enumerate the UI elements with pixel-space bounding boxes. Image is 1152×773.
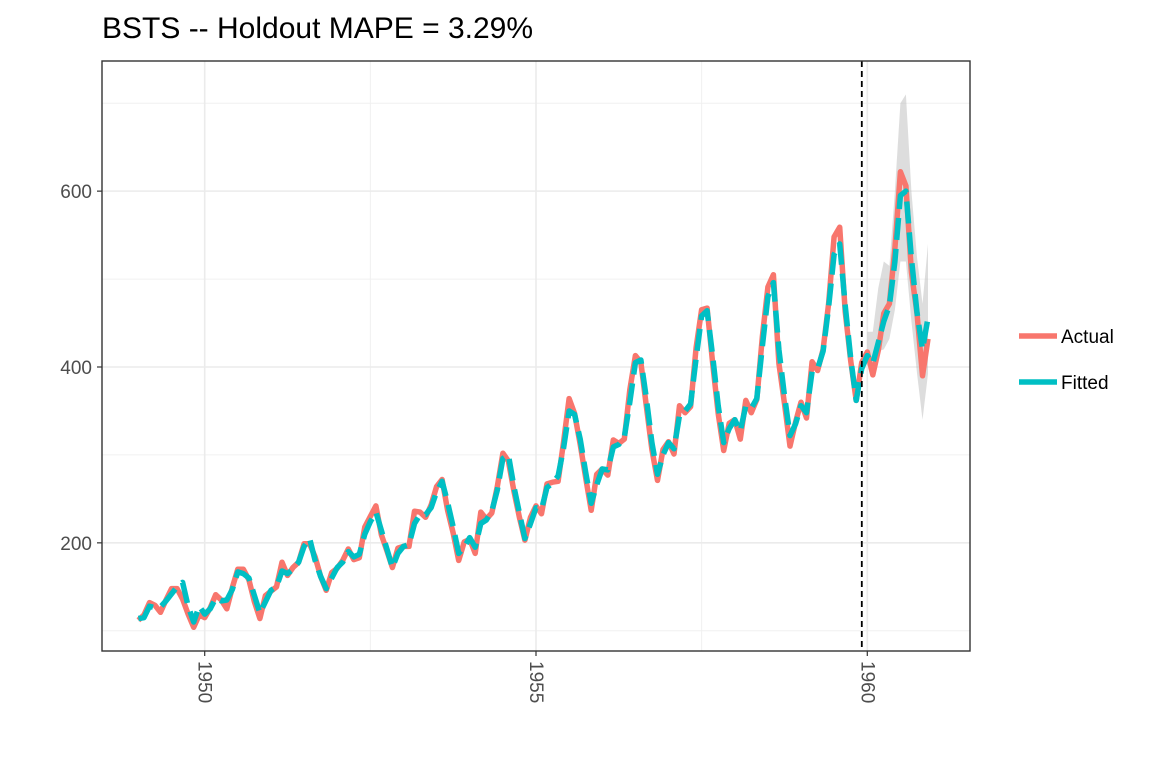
chart-title: BSTS -- Holdout MAPE = 3.29% (102, 12, 534, 45)
y-tick-label: 400 (60, 358, 92, 379)
y-tick-label: 600 (60, 182, 92, 203)
x-tick-label: 1950 (194, 661, 215, 703)
x-tick-label: 1960 (856, 661, 877, 703)
x-tick-label: 1955 (525, 661, 546, 703)
y-tick-label: 200 (60, 534, 92, 555)
legend-label-fitted: Fitted (1061, 373, 1109, 394)
legend-label-actual: Actual (1061, 327, 1114, 348)
series-line-fitted (137, 188, 931, 625)
